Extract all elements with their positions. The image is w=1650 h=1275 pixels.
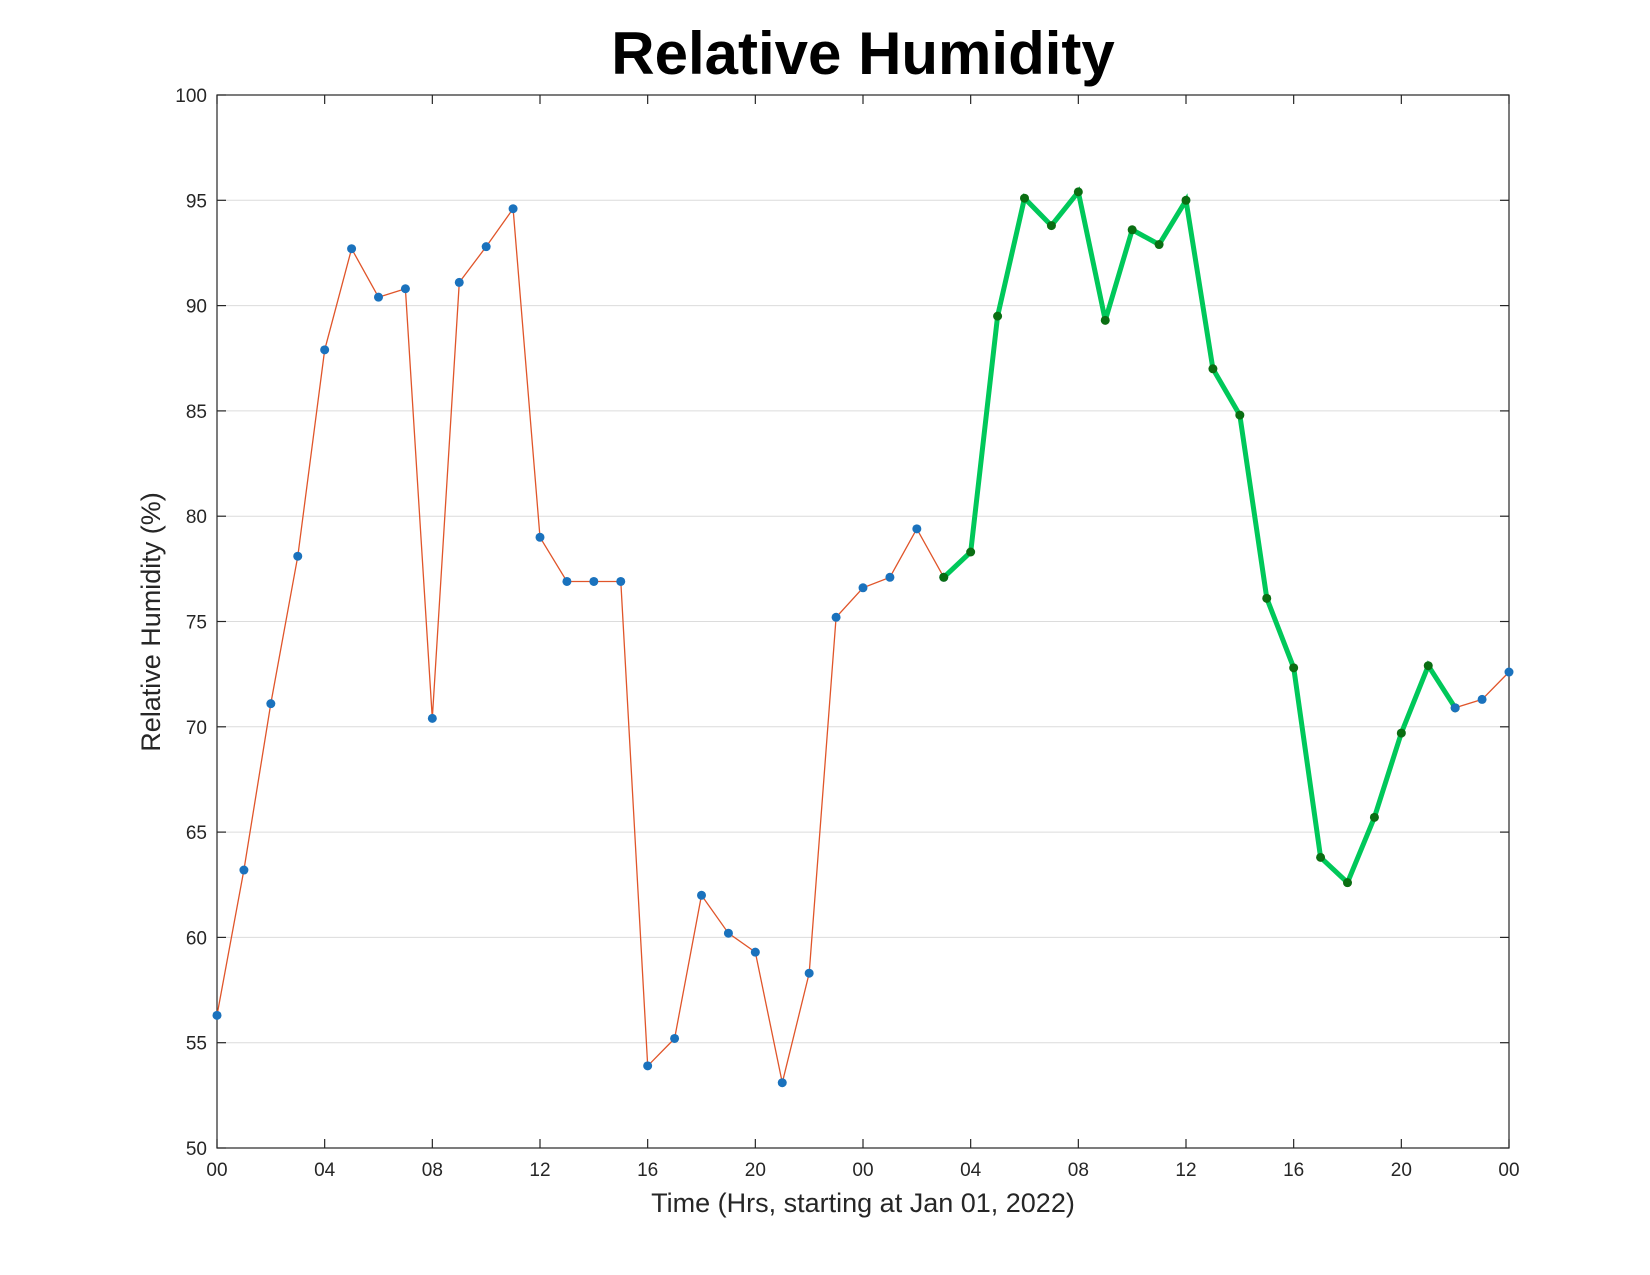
y-tick-labels: 50 55 60 65 70 75 80 85 90 95 100 <box>175 86 207 1160</box>
data-point <box>1477 694 1487 704</box>
x-tick-label: 20 <box>745 1160 766 1181</box>
y-axis-label: Relative Humidity (%) <box>136 492 166 752</box>
data-point <box>1316 852 1326 862</box>
data-point <box>589 576 599 586</box>
x-tick-label: 20 <box>1391 1160 1412 1181</box>
data-point <box>1100 315 1110 325</box>
x-tick-label: 00 <box>852 1160 873 1181</box>
data-point <box>1235 410 1245 420</box>
data-point <box>1423 661 1433 671</box>
axis-ticks <box>216 94 1510 1149</box>
data-point <box>266 699 276 709</box>
data-point <box>374 292 383 302</box>
data-point <box>643 1061 653 1071</box>
data-point <box>697 890 706 900</box>
data-point <box>670 1033 680 1043</box>
data-point <box>1208 364 1218 374</box>
x-tick-label: 00 <box>1498 1160 1519 1181</box>
data-point <box>427 713 437 723</box>
data-point <box>777 1078 787 1088</box>
x-tick-label: 00 <box>206 1160 227 1181</box>
x-tick-label: 08 <box>1068 1160 1089 1181</box>
grid-lines <box>217 199 1509 1044</box>
data-series <box>212 186 1514 1088</box>
y-tick-label: 100 <box>175 86 207 107</box>
data-point <box>1046 221 1056 231</box>
data-point <box>212 1010 222 1020</box>
x-tick-label: 08 <box>422 1160 443 1181</box>
y-tick-label: 50 <box>186 1139 207 1160</box>
data-point <box>912 524 922 534</box>
data-point <box>1154 240 1164 250</box>
data-point <box>885 572 895 582</box>
data-point <box>831 612 841 622</box>
data-point <box>750 947 760 957</box>
y-tick-label: 65 <box>186 823 207 844</box>
series-line-observed <box>216 206 945 1083</box>
y-tick-label: 70 <box>186 718 207 739</box>
data-point <box>966 547 976 557</box>
data-point <box>535 532 545 542</box>
series-line-highlighted <box>942 186 1458 887</box>
x-tick-label: 12 <box>1175 1160 1196 1181</box>
data-point <box>1073 187 1083 197</box>
data-point <box>1450 703 1460 713</box>
data-point <box>1127 225 1137 235</box>
x-tick-label: 16 <box>1283 1160 1304 1181</box>
data-point <box>481 242 491 252</box>
data-point <box>454 277 464 287</box>
data-point <box>508 204 518 214</box>
y-tick-label: 60 <box>186 928 207 949</box>
data-point <box>993 311 1003 321</box>
data-point <box>1369 812 1379 822</box>
data-point <box>1396 728 1406 738</box>
y-tick-label: 75 <box>186 613 207 634</box>
series-observed <box>212 204 949 1088</box>
y-tick-label: 95 <box>186 191 207 212</box>
x-axis-label: Time (Hrs, starting at Jan 01, 2022) <box>651 1188 1075 1218</box>
data-point <box>320 345 330 355</box>
chart-title: Relative Humidity <box>611 20 1115 87</box>
data-point <box>1020 193 1029 203</box>
x-tick-label: 12 <box>529 1160 550 1181</box>
data-point <box>1504 667 1514 677</box>
y-tick-label: 90 <box>186 297 207 318</box>
y-tick-label: 55 <box>186 1034 207 1055</box>
data-point <box>239 865 249 875</box>
data-point <box>858 583 868 593</box>
data-point <box>616 576 626 586</box>
data-point <box>1181 195 1191 205</box>
x-tick-label: 04 <box>314 1160 336 1181</box>
data-point <box>723 928 733 938</box>
y-tick-label: 80 <box>186 507 207 528</box>
series-highlighted <box>939 186 1460 888</box>
x-tick-label: 16 <box>637 1160 658 1181</box>
data-point <box>562 576 572 586</box>
x-tick-labels: 00 04 08 12 16 20 00 04 08 12 16 20 00 <box>206 1160 1519 1181</box>
data-point <box>1343 878 1352 888</box>
data-point <box>1289 663 1299 673</box>
data-point <box>804 968 814 978</box>
data-point <box>293 551 303 561</box>
y-tick-label: 85 <box>186 402 207 423</box>
data-point <box>939 572 949 582</box>
x-tick-label: 04 <box>960 1160 982 1181</box>
data-point <box>1262 593 1272 603</box>
data-point <box>347 244 357 254</box>
series-observed-tail <box>1450 667 1514 713</box>
data-point <box>400 284 410 294</box>
